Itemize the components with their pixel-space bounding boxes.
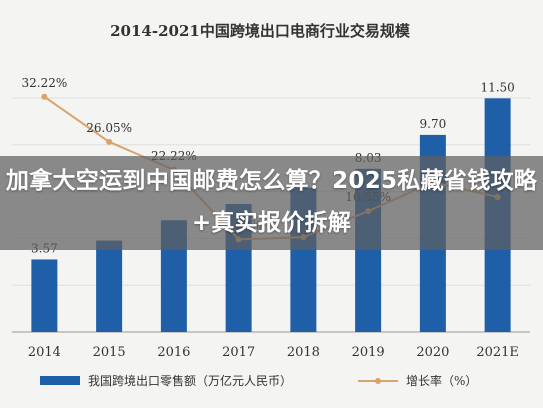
growth-label-2015: 26.05% (86, 121, 132, 135)
x-tick-2021E: 2021E (476, 345, 519, 360)
x-tick-2020: 2020 (416, 345, 449, 360)
x-tick-2017: 2017 (222, 345, 255, 360)
chart-title: 2014-2021中国跨境出口电商行业交易规模 (110, 22, 411, 40)
bar-2014 (31, 259, 58, 332)
legend: 我国跨境出口零售额（万亿元人民币） 增长率（%） (40, 373, 477, 388)
x-tick-2016: 2016 (157, 345, 190, 360)
x-tick-2014: 2014 (28, 345, 61, 360)
x-tick-2019: 2019 (352, 345, 385, 360)
legend-line-marker (375, 378, 381, 384)
growth-label-2014: 32.22% (21, 76, 67, 90)
x-tick-2015: 2015 (93, 345, 126, 360)
headline-text: 加拿大空运到中国邮费怎么算？2025私藏省钱攻略+真实报价拆解 (5, 168, 538, 236)
legend-bar-swatch (40, 376, 80, 385)
legend-line-label: 增长率（%） (406, 373, 477, 388)
growth-point-2014 (41, 93, 48, 100)
bar-label-2021E: 11.50 (480, 80, 514, 94)
x-axis-ticks: 2014 2015 2016 2017 2018 2019 2020 2021E (28, 345, 519, 360)
bar-label-2020: 9.70 (420, 117, 447, 131)
growth-point-2015 (106, 138, 113, 145)
bar-2015 (96, 240, 123, 332)
headline-banner (0, 156, 543, 250)
legend-bar-label: 我国跨境出口零售额（万亿元人民币） (88, 373, 292, 388)
x-tick-2018: 2018 (287, 345, 320, 360)
